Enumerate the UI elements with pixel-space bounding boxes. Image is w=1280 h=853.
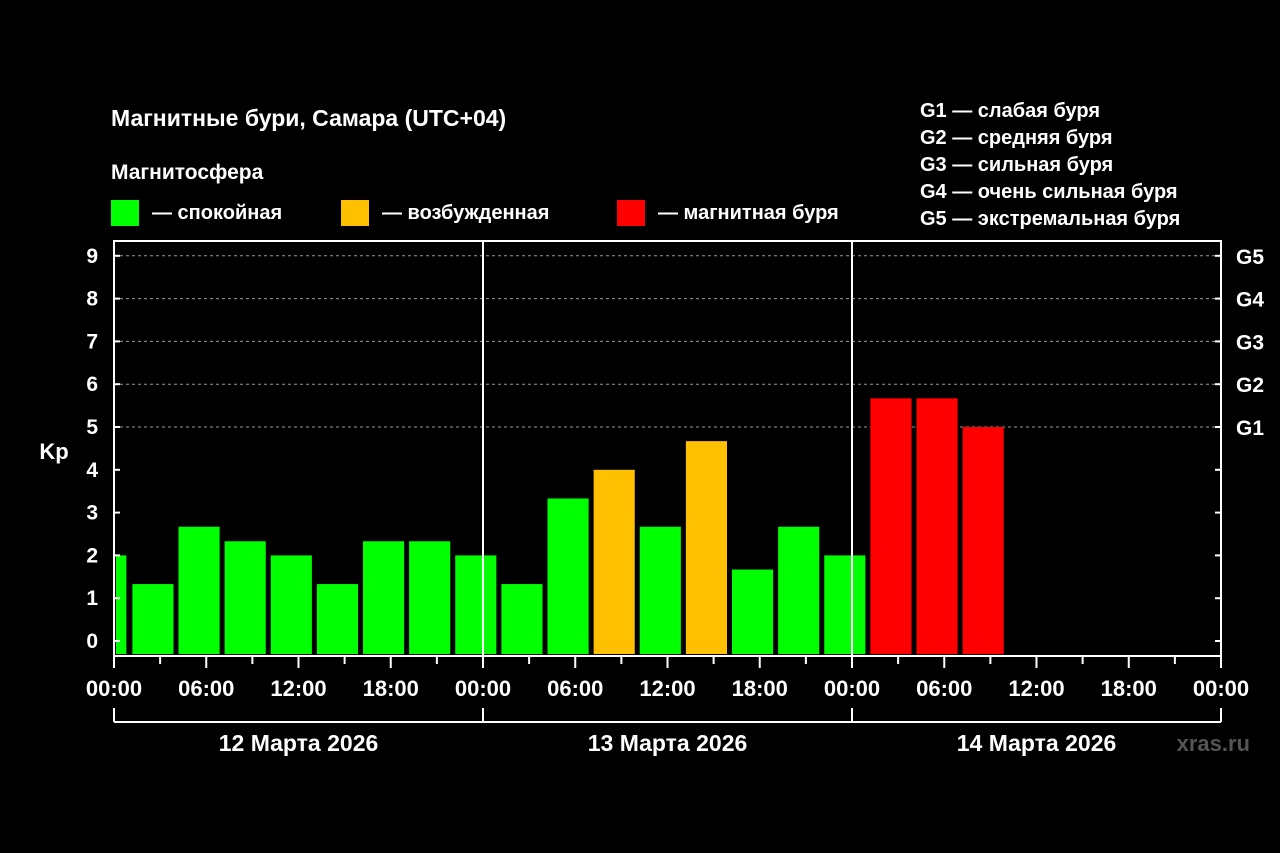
- kp-bar: [316, 584, 358, 654]
- kp-bar: [962, 427, 1004, 654]
- x-tick-label: 06:00: [547, 676, 603, 701]
- x-tick-label: 18:00: [1101, 676, 1157, 701]
- right-tick-label-g5: G5: [1236, 246, 1264, 269]
- legend-swatch-storm: [617, 200, 645, 226]
- y-tick-label: 4: [86, 459, 98, 482]
- kp-bar: [778, 526, 820, 654]
- kp-bar: [593, 469, 635, 654]
- y-tick-label: 6: [86, 373, 98, 396]
- kp-bar: [916, 398, 958, 654]
- storm-scale-g3: G3 — сильная буря: [920, 154, 1113, 176]
- right-tick-label-g4: G4: [1236, 289, 1264, 312]
- x-tick-label: 00:00: [824, 676, 880, 701]
- day-label: 13 Марта 2026: [588, 730, 748, 756]
- y-tick-label: 3: [86, 502, 98, 525]
- storm-scale-g2: G2 — средняя буря: [920, 127, 1113, 149]
- y-tick-label: 9: [86, 245, 98, 268]
- day-label: 12 Марта 2026: [219, 730, 379, 756]
- kp-bar: [870, 398, 912, 654]
- kp-bar: [363, 541, 405, 654]
- legend-title: Магнитосфера: [111, 161, 264, 184]
- kp-bar: [685, 441, 727, 654]
- kp-bar: [270, 555, 312, 654]
- x-tick-label: 00:00: [1193, 676, 1249, 701]
- kp-bar: [501, 584, 543, 654]
- axes: 0 1 2 3 4 5 6 7 8 9 G1 G2 G3 G4 G5 00:00 06:00 12:00 18:00…: [86, 240, 1264, 756]
- bars: [116, 398, 1004, 654]
- legend-label-excited: — возбужденная: [382, 202, 549, 224]
- kp-bar: [409, 541, 451, 654]
- y-tick-label: 0: [86, 630, 98, 653]
- y-tick-label: 5: [86, 416, 98, 439]
- y-axis-label: Kp: [39, 439, 68, 464]
- chart-title: Магнитные бури, Самара (UTC+04): [111, 105, 506, 131]
- watermark: xras.ru: [1177, 731, 1250, 756]
- storm-scale-g1: G1 — слабая буря: [920, 100, 1100, 122]
- x-tick-label: 12:00: [1008, 676, 1064, 701]
- x-tick-label: 00:00: [86, 676, 142, 701]
- x-tick-label: 00:00: [455, 676, 511, 701]
- kp-bar: [132, 584, 174, 654]
- right-tick-label-g2: G2: [1236, 374, 1264, 397]
- y-tick-label: 1: [86, 587, 98, 610]
- x-tick-label: 06:00: [178, 676, 234, 701]
- x-tick-label: 18:00: [732, 676, 788, 701]
- storm-scale-g5: G5 — экстремальная буря: [920, 208, 1180, 230]
- kp-bar: [732, 569, 774, 654]
- storm-scale-g4: G4 — очень сильная буря: [920, 181, 1178, 203]
- kp-bar: [455, 555, 497, 654]
- y-tick-label: 7: [86, 330, 98, 353]
- x-tick-label: 12:00: [270, 676, 326, 701]
- kp-bar: [639, 526, 681, 654]
- legend-label-storm: — магнитная буря: [658, 202, 839, 224]
- legend-swatch-calm: [111, 200, 139, 226]
- x-tick-label: 06:00: [916, 676, 972, 701]
- kp-bar: [824, 555, 866, 654]
- kp-bar: [224, 541, 266, 654]
- x-tick-label: 18:00: [363, 676, 419, 701]
- y-tick-label: 8: [86, 288, 98, 311]
- right-tick-label-g3: G3: [1236, 331, 1264, 354]
- day-label: 14 Марта 2026: [957, 730, 1117, 756]
- kp-bar: [547, 498, 589, 654]
- kp-bar: [178, 526, 220, 654]
- grid-lines: [114, 255, 1221, 428]
- right-tick-label-g1: G1: [1236, 417, 1264, 440]
- legend-label-calm: — спокойная: [152, 202, 282, 224]
- legend-swatch-excited: [341, 200, 369, 226]
- y-tick-label: 2: [86, 544, 98, 567]
- kp-bar: [116, 555, 127, 654]
- storm-scale-legend: G1 — слабая буря G2 — средняя буря G3 — …: [920, 100, 1180, 230]
- x-tick-label: 12:00: [639, 676, 695, 701]
